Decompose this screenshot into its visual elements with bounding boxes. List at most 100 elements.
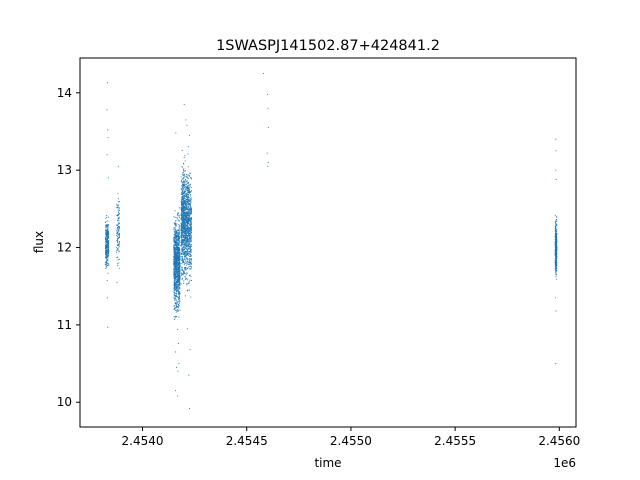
data-point: [178, 286, 180, 288]
data-point: [554, 266, 556, 268]
data-point: [105, 234, 107, 236]
data-point: [178, 250, 180, 252]
data-point: [189, 205, 191, 207]
data-point: [117, 234, 119, 236]
data-point: [184, 160, 186, 162]
data-point: [178, 269, 180, 271]
data-point: [556, 253, 558, 255]
data-point: [182, 235, 184, 237]
outlier-point: [106, 297, 108, 299]
data-point: [186, 174, 188, 176]
data-point: [190, 239, 192, 241]
data-point: [105, 261, 108, 263]
data-point: [183, 273, 185, 275]
data-point: [181, 217, 183, 219]
data-point: [187, 237, 189, 239]
data-point: [190, 245, 192, 247]
data-point: [183, 163, 185, 165]
data-point: [183, 192, 185, 194]
data-point: [178, 288, 180, 290]
data-point: [555, 272, 557, 274]
data-point: [188, 281, 190, 283]
data-point: [117, 259, 119, 261]
data-point: [188, 242, 190, 244]
data-point: [190, 209, 192, 211]
data-point: [177, 239, 179, 241]
data-points: [104, 72, 558, 409]
data-point: [178, 302, 180, 304]
data-point: [118, 210, 120, 212]
data-point: [107, 235, 110, 237]
data-point: [182, 234, 185, 236]
data-point: [184, 245, 186, 247]
data-point: [184, 203, 187, 205]
data-point: [174, 287, 176, 289]
data-point: [183, 232, 185, 234]
data-point: [105, 249, 107, 251]
data-point: [176, 291, 178, 293]
data-point: [183, 244, 185, 246]
data-point: [188, 261, 190, 263]
data-point: [555, 225, 557, 227]
data-point: [186, 189, 188, 192]
data-point: [188, 229, 190, 231]
data-point: [179, 270, 181, 272]
data-point: [555, 276, 557, 278]
data-point: [185, 193, 187, 195]
outlier-point: [186, 124, 188, 126]
data-point: [188, 263, 190, 265]
data-point: [182, 227, 184, 229]
data-point: [175, 282, 177, 284]
data-point: [117, 238, 119, 240]
data-point: [176, 230, 178, 232]
data-point: [177, 232, 179, 234]
data-point: [117, 243, 119, 245]
data-point: [188, 253, 190, 255]
data-point: [178, 226, 180, 228]
data-point: [182, 198, 184, 200]
data-point: [176, 244, 178, 246]
outlier-point: [267, 161, 269, 163]
y-tick-label: 10: [57, 395, 72, 409]
data-point: [173, 294, 175, 296]
data-point: [175, 256, 177, 258]
data-point: [184, 262, 186, 264]
data-point: [185, 183, 187, 186]
data-point: [179, 235, 181, 237]
data-point: [117, 214, 120, 216]
data-point: [118, 208, 120, 210]
data-point: [190, 248, 192, 250]
data-point: [181, 242, 184, 244]
data-point: [173, 290, 175, 292]
data-point: [189, 235, 191, 238]
data-point: [180, 283, 182, 285]
data-point: [177, 328, 179, 330]
data-point: [186, 223, 188, 226]
outlier-point: [175, 132, 177, 134]
data-point: [179, 279, 181, 281]
data-point: [187, 217, 189, 219]
data-point: [107, 272, 109, 274]
data-point: [106, 214, 108, 217]
data-point: [175, 305, 177, 307]
outlier-point: [267, 165, 269, 167]
data-point: [118, 212, 121, 215]
data-point: [108, 232, 110, 234]
data-point: [105, 245, 107, 247]
data-point: [186, 251, 188, 253]
data-point: [554, 267, 556, 269]
data-point: [117, 226, 119, 228]
data-point: [556, 239, 558, 241]
data-point: [181, 268, 183, 270]
data-point: [177, 246, 179, 248]
data-point: [173, 257, 175, 259]
data-point: [185, 259, 187, 261]
data-point: [178, 258, 180, 260]
data-point: [105, 243, 107, 245]
data-point: [185, 235, 187, 237]
data-point: [184, 257, 186, 259]
data-point: [176, 309, 178, 311]
data-point: [189, 172, 191, 174]
data-point: [174, 272, 176, 274]
data-point: [185, 186, 187, 188]
